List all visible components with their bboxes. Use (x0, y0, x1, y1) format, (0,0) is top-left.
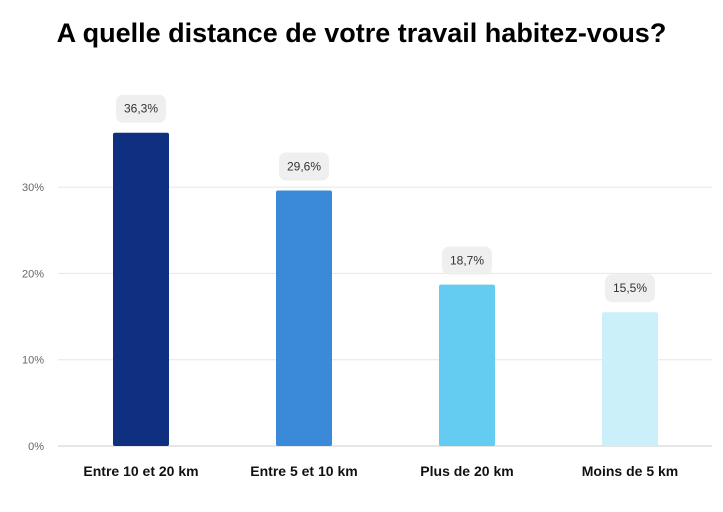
data-label: 29,6% (287, 160, 321, 174)
x-axis-categories: Entre 10 et 20 km Entre 5 et 10 km Plus de… (83, 463, 678, 479)
bar (113, 132, 169, 446)
data-label-bubble (116, 94, 166, 123)
data-labels: 36,3% 29,6% 18,7% 15,5% (116, 94, 655, 303)
y-axis-ticks: 0% 10% 20% 30% (22, 182, 44, 453)
category-label: Entre 5 et 10 km (250, 463, 357, 479)
y-tick-label: 10% (22, 355, 44, 367)
category-label: Moins de 5 km (582, 463, 678, 479)
data-label-bubble (605, 274, 655, 303)
y-tick-label: 20% (22, 268, 44, 280)
data-label: 36,3% (124, 102, 158, 116)
bar (276, 190, 332, 446)
chart-title: A quelle distance de votre travail habit… (56, 18, 667, 48)
bar (602, 312, 658, 446)
y-tick-label: 30% (22, 182, 44, 194)
data-label: 18,7% (450, 254, 484, 268)
category-label: Plus de 20 km (420, 463, 513, 479)
bars (113, 132, 658, 446)
data-label-bubble (279, 152, 329, 181)
data-label-bubble (442, 246, 492, 275)
category-label: Entre 10 et 20 km (83, 463, 198, 479)
bar (439, 284, 495, 446)
y-tick-label: 0% (28, 441, 44, 453)
data-label: 15,5% (613, 281, 647, 295)
